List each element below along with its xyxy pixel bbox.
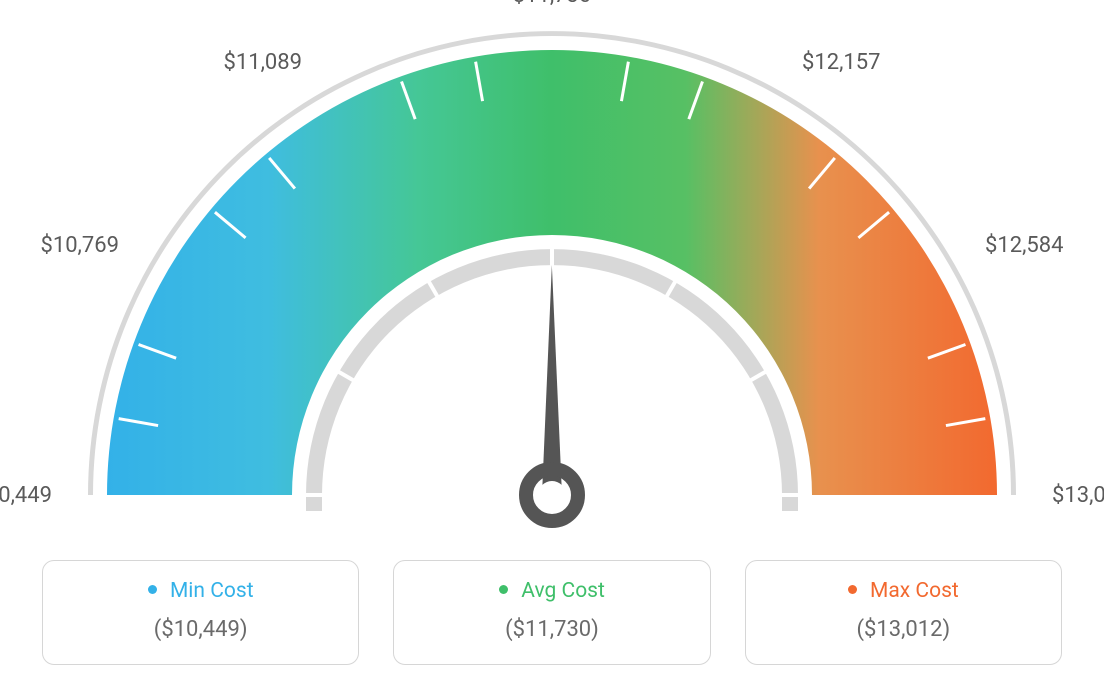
legend-row: Min Cost ($10,449) Avg Cost ($11,730) Ma…	[42, 560, 1062, 665]
gauge-tick-label: $11,730	[513, 0, 592, 8]
rim-cap	[782, 495, 798, 511]
legend-max-label: Max Cost	[870, 579, 959, 603]
legend-min-title: Min Cost	[53, 579, 348, 603]
gauge-chart: $10,449 $10,769 $11,089 $11,730 $12,157 $12,5…	[0, 0, 1104, 560]
legend-avg-label: Avg Cost	[521, 579, 605, 603]
legend-avg-value: ($11,730)	[404, 617, 699, 642]
gauge-tick-label: $10,769	[40, 233, 119, 258]
dot-icon	[848, 585, 857, 594]
rim-cap	[306, 495, 322, 511]
legend-min: Min Cost ($10,449)	[42, 560, 359, 665]
gauge-tick-label: $12,157	[802, 50, 881, 75]
legend-min-value: ($10,449)	[53, 617, 348, 642]
gauge-tick-label: $11,089	[223, 50, 302, 75]
gauge-tick-label: $12,584	[985, 233, 1064, 258]
legend-avg-title: Avg Cost	[404, 579, 699, 603]
legend-max-title: Max Cost	[756, 579, 1051, 603]
gauge-needle-hub-hole	[538, 481, 566, 509]
gauge-svg: $10,449 $10,769 $11,089 $11,730 $12,157 $12,5…	[0, 0, 1104, 560]
gauge-tick-label: $10,449	[0, 483, 52, 508]
legend-max: Max Cost ($13,012)	[745, 560, 1062, 665]
gauge-needle	[542, 265, 562, 495]
dot-icon	[499, 585, 508, 594]
gauge-tick-label: $13,012	[1052, 483, 1104, 508]
dot-icon	[148, 585, 157, 594]
legend-avg: Avg Cost ($11,730)	[393, 560, 710, 665]
legend-max-value: ($13,012)	[756, 617, 1051, 642]
legend-min-label: Min Cost	[170, 579, 254, 603]
